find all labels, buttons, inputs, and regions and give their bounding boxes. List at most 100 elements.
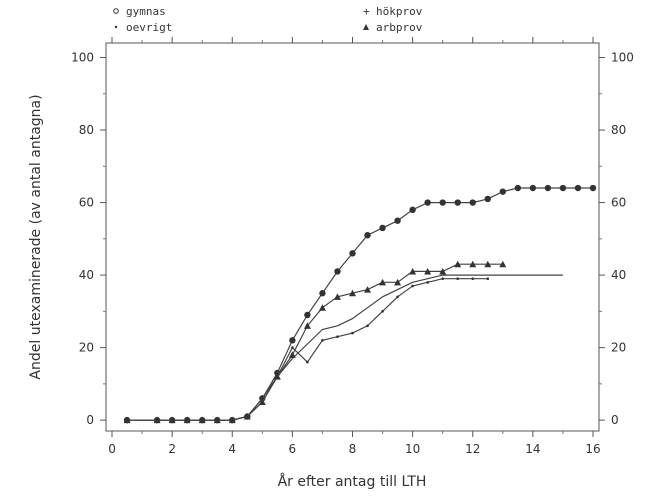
- data-point-gymnas: [544, 184, 552, 192]
- data-point-gymnas: [469, 199, 476, 206]
- data-point-oevrigt: [381, 310, 384, 313]
- data-point-gymnas: [409, 206, 416, 214]
- data-point-gymnas: [514, 184, 522, 192]
- data-point-arbprov: [243, 412, 251, 420]
- legend-entry-hokprov: + hökprov: [363, 5, 423, 18]
- data-point-gymnas: [349, 250, 356, 257]
- series-line-arbprov: [127, 263, 503, 421]
- y-tick-label-right: 20: [611, 341, 626, 355]
- data-point-gymnas: [589, 184, 597, 192]
- y-tick-label-right: 0: [611, 413, 619, 427]
- data-point-gymnas: [454, 199, 461, 206]
- legend-entry-gymnas: gymnas: [113, 5, 166, 18]
- series-line-oevrigt: [127, 278, 488, 421]
- data-point-arbprov: [454, 260, 462, 268]
- axes: 0 2 4 6 8 10 12 14 16 0 0 20 20 40 40 60 60 80 80 100 100: [71, 37, 634, 456]
- data-point-gymnas: [499, 188, 507, 195]
- x-tick-label: 14: [525, 442, 540, 456]
- plot-frame: [105, 42, 600, 432]
- legend-marker-gymnas: [113, 8, 119, 14]
- data-point-oevrigt: [396, 295, 399, 299]
- data-point-gymnas: [529, 184, 537, 192]
- data-point-gymnas: [439, 199, 446, 206]
- legend-marker-oevrigt: [114, 25, 118, 29]
- y-tick-label-left: 20: [79, 341, 94, 355]
- legend-label-oevrigt: oevrigt: [126, 21, 172, 34]
- y-tick-label-right: 40: [611, 268, 626, 282]
- data-point-oevrigt: [411, 284, 414, 288]
- data-point-gymnas: [379, 224, 386, 232]
- data-point-arbprov: [273, 373, 281, 380]
- data-point-oevrigt: [366, 324, 369, 328]
- data-point-arbprov: [213, 416, 221, 424]
- x-tick-label: 4: [228, 442, 236, 456]
- x-tick-label: 12: [465, 442, 480, 456]
- x-tick-label: 2: [168, 442, 176, 456]
- series-line-hokprov: [127, 274, 563, 421]
- data-point-oevrigt: [291, 346, 294, 349]
- data-point-arbprov: [333, 293, 341, 300]
- data-point-gymnas: [394, 217, 401, 224]
- data-point-arbprov: [303, 322, 311, 329]
- legend-label-arbprov: arbprov: [376, 21, 423, 34]
- data-point-arbprov: [153, 416, 161, 424]
- data-point-arbprov: [439, 267, 447, 275]
- data-point-oevrigt: [486, 277, 490, 281]
- y-tick-label-left: 40: [79, 268, 94, 282]
- y-axis-title: Andel utexaminerade (av antal antagna): [28, 94, 44, 379]
- series-layer: [123, 184, 597, 424]
- x-tick-label: 6: [289, 442, 297, 456]
- series-oevrigt: [125, 277, 490, 422]
- data-point-arbprov: [258, 398, 266, 405]
- legend-entry-oevrigt: oevrigt: [114, 21, 172, 34]
- legend: gymnas oevrigt + hökprov arbprov: [113, 5, 423, 34]
- data-point-arbprov: [424, 267, 432, 275]
- data-point-oevrigt: [441, 277, 444, 281]
- legend-label-hokprov: hökprov: [376, 5, 423, 18]
- data-point-arbprov: [349, 289, 356, 297]
- legend-marker-arbprov: [363, 24, 369, 30]
- data-point-arbprov: [394, 278, 402, 286]
- data-point-arbprov: [183, 416, 191, 424]
- data-point-arbprov: [318, 304, 326, 311]
- data-point-arbprov: [484, 260, 492, 268]
- legend-label-gymnas: gymnas: [126, 5, 166, 18]
- series-gymnas: [123, 184, 597, 424]
- data-point-arbprov: [168, 416, 176, 424]
- data-point-gymnas: [424, 199, 431, 206]
- data-point-oevrigt: [426, 281, 429, 284]
- x-tick-label: 0: [108, 442, 116, 456]
- data-point-arbprov: [409, 267, 417, 275]
- data-point-gymnas: [289, 337, 296, 344]
- series-hokprov: [127, 274, 563, 421]
- data-point-gymnas: [334, 268, 341, 275]
- series-line-gymnas: [127, 187, 593, 421]
- data-point-arbprov: [379, 278, 387, 286]
- legend-entry-arbprov: arbprov: [363, 21, 423, 34]
- y-tick-label-right: 60: [611, 196, 626, 210]
- data-point-arbprov: [123, 416, 131, 424]
- data-point-gymnas: [304, 311, 311, 319]
- x-tick-label: 16: [585, 442, 600, 456]
- data-point-oevrigt: [321, 339, 324, 342]
- data-point-gymnas: [364, 231, 371, 239]
- data-point-arbprov: [198, 416, 206, 424]
- data-point-oevrigt: [261, 397, 264, 400]
- data-point-gymnas: [319, 290, 326, 297]
- y-tick-label-left: 60: [79, 196, 94, 210]
- x-tick-label: 10: [405, 442, 420, 456]
- data-point-oevrigt: [306, 360, 309, 364]
- y-tick-label-left: 100: [71, 51, 94, 65]
- data-point-oevrigt: [336, 335, 339, 339]
- data-point-oevrigt: [351, 331, 354, 335]
- y-tick-label-left: 0: [86, 413, 94, 427]
- y-tick-label-right: 100: [611, 51, 634, 65]
- data-point-gymnas: [484, 195, 491, 203]
- data-point-gymnas: [559, 184, 567, 192]
- legend-marker-hokprov: +: [363, 5, 370, 18]
- data-point-arbprov: [364, 286, 372, 293]
- data-point-arbprov: [228, 416, 236, 424]
- data-point-arbprov: [469, 260, 477, 268]
- x-tick-label: 8: [349, 442, 357, 456]
- data-point-arbprov: [499, 260, 507, 268]
